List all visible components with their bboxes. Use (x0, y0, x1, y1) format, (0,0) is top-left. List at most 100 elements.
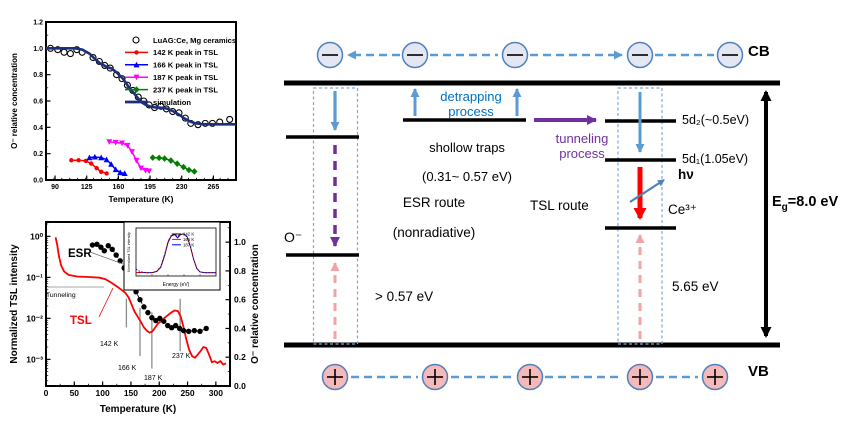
ce3-label: Ce³⁺ (668, 202, 697, 217)
svg-text:Normalized TSL intensity: Normalized TSL intensity (9, 244, 20, 364)
series-142-k-peak-in-tsl (69, 158, 109, 176)
svg-text:237 K peak in TSL: 237 K peak in TSL (153, 85, 218, 94)
svg-text:166 K: 166 K (183, 237, 194, 242)
bandgap-e: E (772, 194, 782, 210)
svg-text:0.2: 0.2 (33, 151, 43, 158)
hnu-emission-arrow (629, 179, 665, 203)
svg-text:1.2: 1.2 (33, 20, 43, 27)
svg-text:simulation: simulation (153, 98, 191, 107)
svg-text:142 K: 142 K (100, 341, 119, 348)
tsl-route-label: TSL route (530, 198, 589, 213)
electron-icon (501, 41, 529, 69)
svg-text:0.0: 0.0 (234, 381, 246, 391)
svg-text:0.2: 0.2 (234, 352, 246, 362)
tsl-esr-chart: 0 50 100 150 200 250 300 10⁰ 10⁻¹ 10⁻² 10⁻³ 0.0 0.2 0… (9, 221, 261, 415)
bandgap-label: Eg=8.0 eV (772, 194, 838, 213)
svg-text:LuAG:Ce, Mg ceramics: LuAG:Ce, Mg ceramics (153, 36, 236, 45)
5d1-label: 5d₁(1.05eV) (682, 152, 749, 166)
bandgap-sub-g: g (781, 201, 788, 213)
svg-text:1.0: 1.0 (234, 237, 246, 247)
series-187-k-peak-in-tsl (106, 139, 153, 175)
svg-text:0.6: 0.6 (33, 99, 43, 106)
svg-text:10⁻¹: 10⁻¹ (26, 272, 43, 282)
svg-text:0.4: 0.4 (234, 323, 246, 333)
svg-text:ESR: ESR (68, 248, 92, 260)
tunneling-process-label: tunneling process (555, 131, 609, 161)
bandgap-value: =8.0 eV (787, 194, 839, 210)
chart1-legend: LuAG:Ce, Mg ceramics 142 K peak in TSL 166… (125, 36, 236, 107)
svg-text:166 K: 166 K (118, 365, 137, 372)
esr-route-line1: ESR route (402, 195, 466, 211)
esr-route-label: ESR route (nonradiative) (370, 180, 498, 256)
svg-text:0.8: 0.8 (234, 266, 246, 276)
svg-text:125: 125 (81, 184, 93, 191)
svg-text:0: 0 (44, 388, 49, 398)
svg-text:Normalized TSL intensity: Normalized TSL intensity (127, 232, 131, 272)
svg-text:250: 250 (180, 388, 194, 398)
svg-text:1.0: 1.0 (33, 46, 43, 53)
peak-marker-lines: 142 K 166 K 187 K 237 K (100, 298, 191, 382)
hnu-label: hν (678, 167, 694, 182)
svg-text:90: 90 (51, 184, 59, 191)
shallow-traps-line1: shollow traps (429, 139, 505, 155)
svg-text:0.0: 0.0 (33, 178, 43, 185)
o-minus-label: O⁻ (284, 229, 303, 245)
svg-text:142 K peak in TSL: 142 K peak in TSL (153, 48, 218, 57)
hole-icon (321, 363, 349, 391)
svg-text:O⁻ relative concentration: O⁻ relative concentration (10, 53, 19, 149)
series-166-k-peak-in-tsl (86, 153, 128, 177)
electron-icon (401, 41, 429, 69)
electron-icon (626, 41, 654, 69)
vb-label: VB (748, 363, 769, 380)
svg-text:166 K peak in TSL: 166 K peak in TSL (153, 61, 218, 70)
svg-text:Temperature (K): Temperature (K) (108, 194, 173, 204)
svg-text:142 K: 142 K (183, 232, 194, 237)
svg-text:10⁻³: 10⁻³ (26, 354, 43, 364)
shallow-traps-label: shollow traps (0.31~ 0.57 eV) (396, 126, 538, 199)
energy-band-diagram-graphics (284, 41, 780, 391)
svg-text:Tunneling: Tunneling (46, 292, 76, 299)
o-concentration-chart: 90 125 160 195 230 265 0.0 0.2 0.4 0.6 0.8 1.0 1.2 Lu… (10, 20, 237, 204)
svg-text:Temperature (K): Temperature (K) (100, 404, 177, 415)
svg-text:Energy (eV): Energy (eV) (163, 282, 190, 288)
series-tsl (54, 237, 227, 366)
shallow-traps-line2: (0.31~ 0.57 eV) (422, 168, 512, 184)
svg-text:230: 230 (176, 184, 188, 191)
svg-text:O⁻ relative concentration: O⁻ relative concentration (250, 244, 261, 364)
svg-text:200: 200 (152, 388, 166, 398)
svg-text:10⁰: 10⁰ (30, 231, 43, 241)
hole-icon (421, 363, 449, 391)
electron-icon (716, 41, 744, 69)
electron-icons (316, 41, 744, 69)
svg-text:300: 300 (209, 388, 223, 398)
svg-text:187 K: 187 K (144, 375, 163, 382)
svg-text:150: 150 (124, 388, 138, 398)
svg-text:0.8: 0.8 (33, 72, 43, 79)
hole-icon (626, 363, 654, 391)
gt-057ev-label: > 0.57 eV (375, 289, 434, 304)
svg-text:195: 195 (144, 184, 156, 191)
energy-band-diagram: CB VB detrapping process shollow traps (… (278, 4, 843, 430)
svg-text:TSL: TSL (70, 315, 92, 327)
electron-icon (316, 41, 344, 69)
svg-text:100: 100 (96, 388, 110, 398)
svg-text:160: 160 (113, 184, 125, 191)
esr-route-line2: (nonradiative) (392, 225, 476, 241)
svg-text:50: 50 (70, 388, 80, 398)
cb-label: CB (748, 43, 770, 60)
svg-text:237 K: 237 K (172, 353, 191, 360)
series-237-k-peak-in-tsl (149, 154, 198, 175)
detrapping-process-label: detrapping process (440, 89, 502, 119)
565ev-label: 5.65 eV (672, 279, 719, 294)
svg-text:10⁻²: 10⁻² (26, 313, 43, 323)
5d2-label: 5d₂(~0.5eV) (682, 113, 750, 127)
svg-text:265: 265 (208, 184, 220, 191)
svg-text:187 K: 187 K (183, 242, 194, 247)
hole-icon (701, 363, 729, 391)
svg-text:0.4: 0.4 (33, 125, 43, 132)
hole-icon (516, 363, 544, 391)
hole-icons (321, 363, 729, 391)
tsl-route-box (617, 87, 663, 345)
